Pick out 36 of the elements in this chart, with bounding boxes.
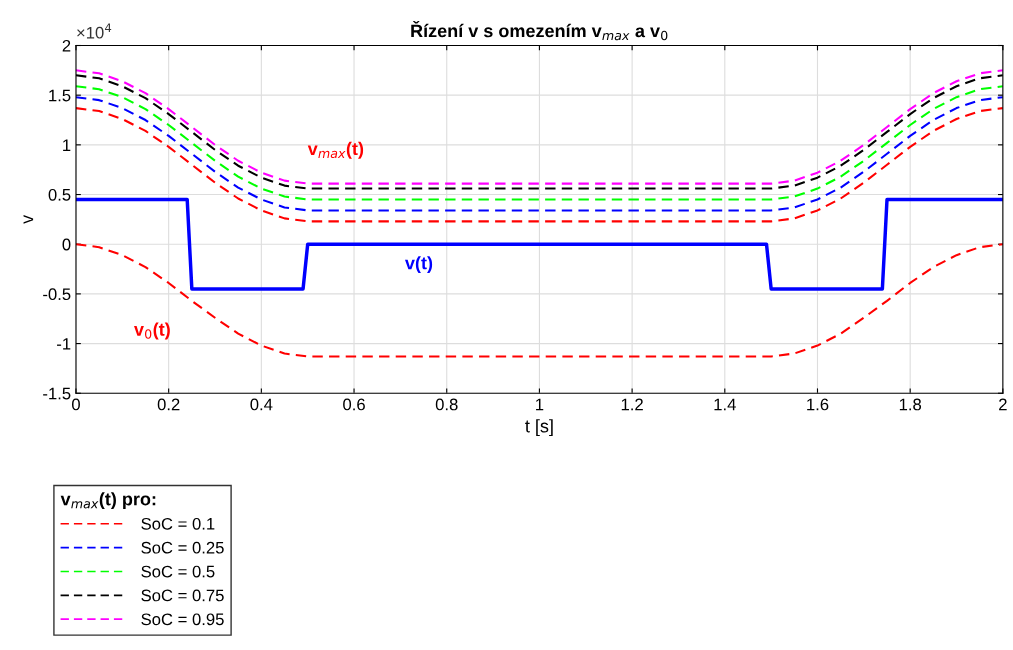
y-tick-label: -1.5 (43, 387, 71, 400)
y-tick-label: -1 (57, 338, 71, 350)
y-tick-label: 2 (62, 39, 71, 52)
legend-label: SoC = 0.5 (141, 565, 215, 578)
x-tick-label: 1.6 (807, 398, 829, 411)
x-tick-label: 1.2 (621, 398, 643, 411)
x-tick-label: 1.8 (899, 398, 922, 411)
line-series (75, 107, 1003, 223)
annotation: v$_{max}$(t) (307, 141, 364, 159)
line-series (75, 96, 1003, 212)
y-tick-label: 0 (62, 238, 71, 251)
legend-label: SoC = 0.25 (141, 541, 224, 554)
series-label: v(t) (404, 256, 433, 273)
x-tick-label: 1 (536, 398, 544, 411)
x-axis-title: t [s] (525, 419, 553, 437)
line-series (75, 85, 1003, 201)
x-tick-label: 0.2 (157, 398, 180, 411)
x-tick-label: 1.4 (714, 398, 736, 411)
x-tick-label: 0.8 (435, 398, 458, 411)
legend-label: SoC = 0.75 (141, 589, 224, 602)
y-tick-label: -0.5 (43, 288, 71, 301)
text: ×10$^{4}$ (77, 23, 112, 39)
x-tick-label: 0.6 (343, 398, 365, 411)
y-tick-label: 0.5 (48, 188, 71, 201)
x-tick-label: 2 (999, 398, 1007, 411)
legend-label: SoC = 0.1 (141, 517, 215, 530)
chart-title: Řízení v s omezením v$_{max}$ a v$_{0}$ (411, 20, 668, 41)
y-tick-label: 1.5 (49, 89, 71, 102)
x-tick-label: 0.4 (250, 398, 273, 411)
legend-title: v$_{max}$(t) pro: (60, 492, 156, 510)
y-axis-title: v (23, 214, 34, 224)
y-tick-label: 1 (63, 139, 71, 151)
legend-label: SoC = 0.95 (141, 613, 224, 626)
series-label: v$_{0}$(t) (134, 322, 170, 340)
line-series (75, 243, 1003, 358)
x-tick-label: 0 (71, 398, 80, 411)
